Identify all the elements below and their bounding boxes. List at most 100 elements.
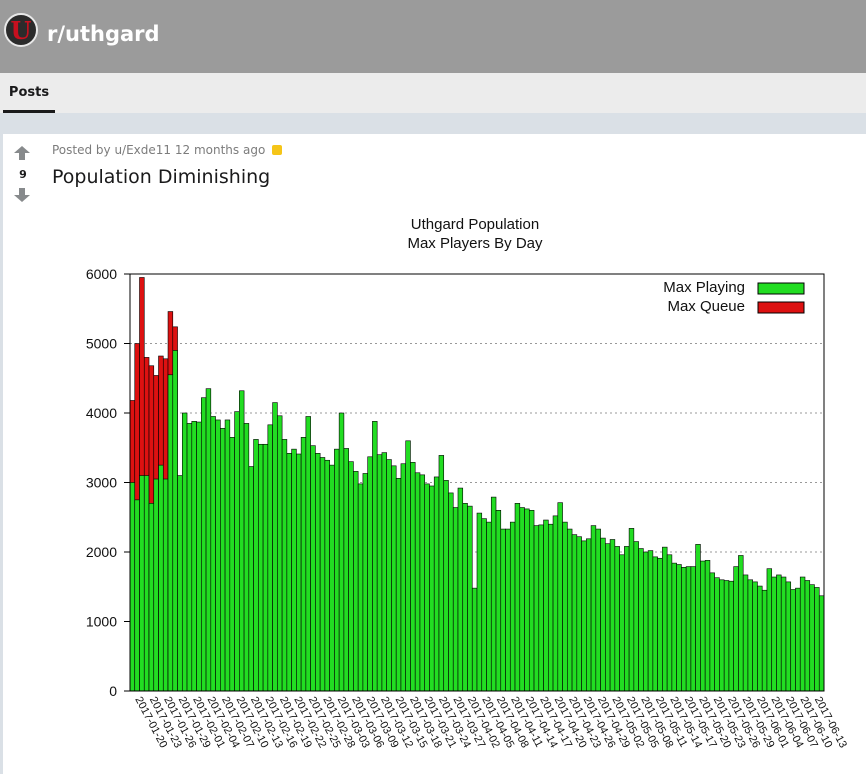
bar-max-playing	[305, 416, 311, 692]
bar-max-playing	[605, 543, 611, 692]
bar-max-playing	[795, 587, 801, 692]
bar-max-playing	[785, 581, 792, 692]
y-tick-label: 3000	[86, 475, 117, 491]
bar-max-playing	[548, 523, 554, 692]
bar-max-playing	[490, 496, 497, 692]
bar-max-playing	[201, 397, 207, 692]
bar-max-playing	[719, 579, 725, 692]
bar-max-playing	[376, 454, 383, 692]
bar-max-playing	[776, 574, 782, 692]
bar-max-playing	[571, 534, 578, 692]
bar-max-playing	[462, 503, 468, 692]
bar-max-playing	[619, 554, 625, 692]
bar-max-playing	[495, 509, 502, 692]
bar-max-playing	[148, 503, 155, 692]
bar-max-playing	[519, 507, 525, 692]
bar-max-playing	[448, 492, 454, 692]
bar-max-playing	[576, 536, 582, 692]
bar-max-playing	[676, 564, 682, 692]
bar-max-playing	[761, 589, 768, 692]
bar-max-playing	[486, 521, 492, 692]
bar-max-playing	[143, 475, 150, 692]
bar-max-playing	[728, 580, 734, 692]
bar-max-playing	[395, 478, 402, 692]
subreddit-logo-icon[interactable]: U	[4, 13, 38, 47]
bar-max-playing	[158, 464, 164, 692]
legend-label-max-playing: Max Playing	[663, 279, 745, 296]
bar-max-playing	[129, 482, 136, 692]
bar-max-playing	[220, 427, 226, 692]
bar-max-playing	[258, 443, 264, 692]
post-title[interactable]: Population Diminishing	[52, 166, 271, 188]
bar-max-playing	[738, 555, 744, 692]
bar-max-playing	[215, 419, 221, 692]
bar-max-playing	[467, 505, 473, 692]
bar-max-playing	[581, 540, 587, 692]
bar-max-playing	[443, 480, 449, 692]
bar-max-playing	[671, 562, 677, 692]
bar-max-playing	[205, 388, 212, 692]
downvote-icon[interactable]	[14, 188, 30, 202]
legend-swatch-max-playing	[757, 282, 805, 295]
bar-max-playing	[272, 402, 278, 692]
bar-max-playing	[429, 485, 435, 692]
bar-max-playing	[700, 560, 706, 692]
bar-max-playing	[586, 538, 592, 692]
bar-max-playing	[452, 507, 459, 692]
subreddit-header: U r/uthgard	[0, 0, 866, 73]
bar-max-playing	[514, 503, 521, 692]
bar-max-playing	[733, 566, 739, 692]
vote-score: 9	[19, 168, 27, 181]
bar-max-playing	[818, 595, 825, 692]
bar-max-playing	[690, 566, 696, 692]
bar-max-playing	[600, 537, 606, 692]
subreddit-name[interactable]: r/uthgard	[47, 22, 160, 46]
bar-max-playing	[695, 544, 701, 692]
bar-max-playing	[471, 587, 478, 692]
bar-max-playing	[780, 576, 787, 692]
chart-subtitle: Max Players By Day	[407, 235, 543, 252]
bar-max-playing	[476, 512, 483, 692]
post-meta-text[interactable]: Posted by u/Exde11 12 months ago	[52, 143, 266, 157]
bar-max-playing	[310, 445, 316, 692]
bar-max-playing	[286, 453, 292, 692]
y-tick-label: 5000	[86, 336, 117, 352]
bar-max-playing	[196, 421, 202, 692]
bar-max-playing	[324, 459, 330, 692]
bar-max-playing	[567, 528, 573, 692]
bar-max-playing	[234, 411, 240, 692]
bar-max-playing	[742, 574, 749, 692]
bar-max-playing	[657, 557, 663, 692]
bar-max-playing	[433, 476, 440, 692]
bar-max-playing	[334, 448, 340, 692]
bar-max-playing	[524, 508, 530, 692]
bar-max-playing	[319, 457, 326, 692]
tab-posts[interactable]: Posts	[3, 73, 55, 113]
bar-max-playing	[509, 521, 516, 692]
bar-max-playing	[381, 452, 387, 692]
bar-max-playing	[405, 440, 411, 692]
bar-max-playing	[386, 459, 392, 692]
bar-max-playing	[362, 473, 368, 692]
bar-max-playing	[809, 584, 815, 692]
bar-max-playing	[315, 453, 321, 692]
bar-max-playing	[552, 515, 559, 692]
bar-max-playing	[481, 518, 487, 692]
bar-max-playing	[628, 528, 635, 692]
bar-max-playing	[771, 576, 777, 692]
bar-max-playing	[709, 572, 715, 692]
bar-max-playing	[543, 519, 549, 692]
bar-max-playing	[538, 524, 544, 692]
bar-max-playing	[367, 456, 373, 692]
bar-max-playing	[372, 421, 378, 692]
bar-max-playing	[799, 576, 806, 692]
upvote-icon[interactable]	[14, 146, 30, 160]
y-tick-label: 2000	[86, 544, 117, 560]
bar-max-playing	[410, 462, 416, 692]
bar-max-playing	[752, 581, 758, 692]
gold-award-icon	[272, 145, 283, 155]
bar-max-playing	[191, 421, 197, 692]
bar-max-playing	[505, 528, 511, 692]
bar-max-playing	[457, 487, 464, 692]
